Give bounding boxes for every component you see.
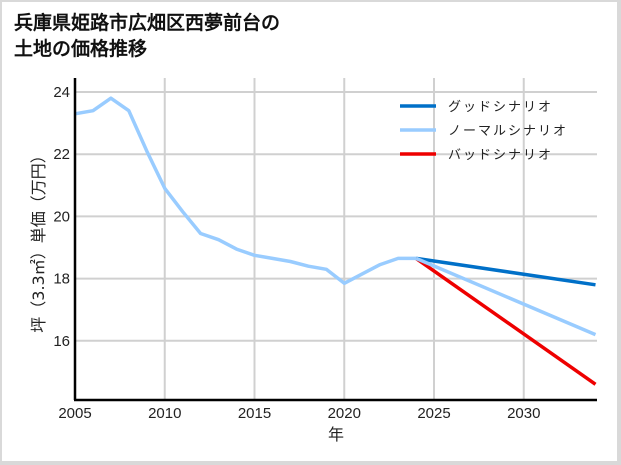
x-tick-label: 2010 <box>148 405 181 422</box>
title-line-2: 土地の価格推移 <box>14 38 148 60</box>
chart-frame <box>2 2 617 461</box>
y-tick-label: 20 <box>53 208 70 225</box>
title-line-1: 兵庫県姫路市広畑区西夢前台の <box>14 12 281 34</box>
series-line <box>415 256 596 287</box>
x-tick-label: 2005 <box>58 405 91 422</box>
series-line <box>74 96 417 286</box>
series-line <box>415 256 597 337</box>
y-tick-label: 24 <box>53 84 70 101</box>
y-tick-labels: 24 22 20 18 16 <box>53 84 70 350</box>
legend-label: バッドシナリオ <box>448 148 553 163</box>
series-lines <box>74 96 597 386</box>
x-tick-label: 2020 <box>328 405 361 422</box>
x-tick-label: 2030 <box>507 405 540 422</box>
x-tick-label: 2025 <box>417 405 450 422</box>
y-tick-label: 22 <box>53 146 70 163</box>
y-axis-label: 坪（3.3㎡）単価（万円） <box>29 147 48 332</box>
legend-label: ノーマルシナリオ <box>448 124 568 139</box>
legend-label: グッドシナリオ <box>448 100 553 115</box>
chart-title: 兵庫県姫路市広畑区西夢前台の 土地の価格推移 <box>14 10 280 62</box>
y-tick-label: 16 <box>53 333 70 350</box>
x-axis-label: 年 <box>328 425 344 444</box>
series-line <box>415 256 597 386</box>
x-tick-labels: 2005 2010 2015 2020 2025 2030 <box>58 405 540 422</box>
y-tick-label: 18 <box>53 271 70 288</box>
x-tick-label: 2015 <box>238 405 271 422</box>
